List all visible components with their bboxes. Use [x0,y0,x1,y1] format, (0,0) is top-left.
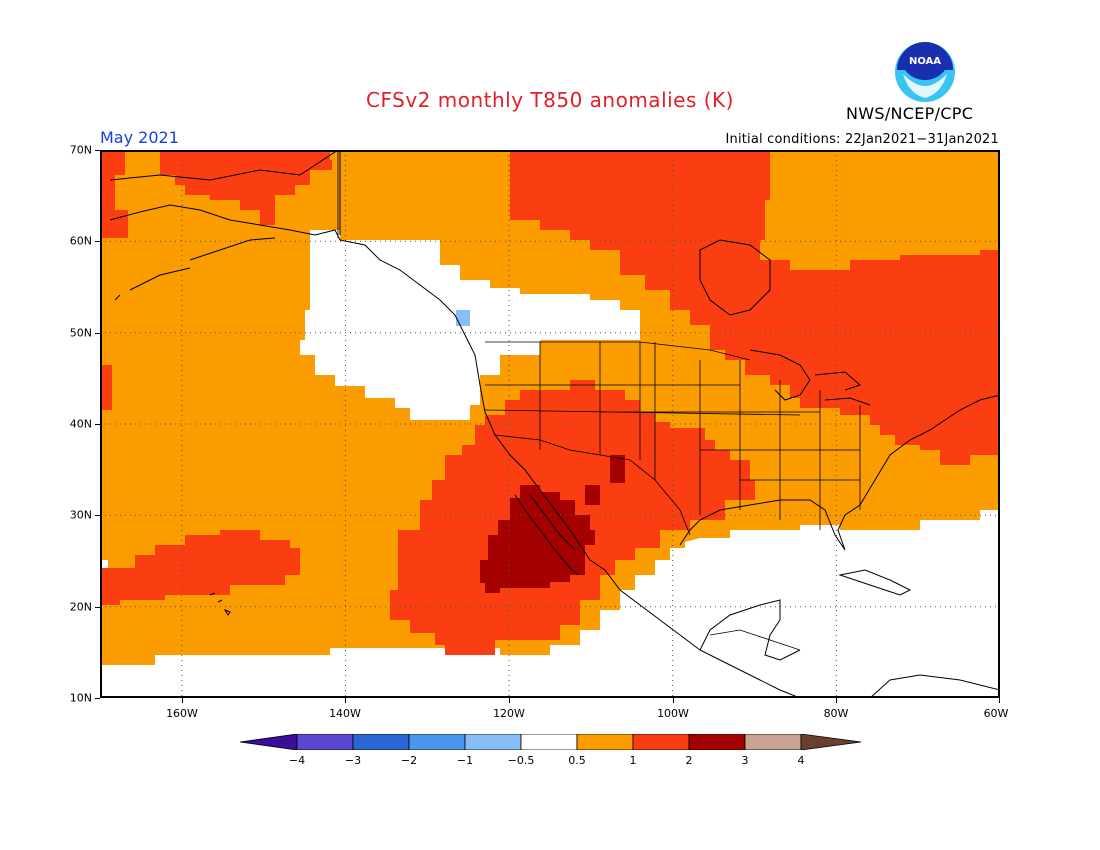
legend-seg-3-2 [352,734,410,750]
agency-label: NWS/NCEP/CPC [846,104,974,123]
political-borders [337,150,861,651]
lon-tick [345,698,346,703]
warm-alaska-north [160,150,332,225]
legend-label: 3 [741,754,749,767]
warm-west-edge-mid [100,365,112,410]
legend-seg-1-05 [464,734,522,750]
border-us-canada [485,341,751,361]
graticule [100,150,1000,698]
legend-label: 1 [629,754,637,767]
lat-label: 60N [69,234,92,248]
border-us-mexico [494,434,691,536]
lon-label: 160W [166,707,198,720]
legend-label: −1 [456,754,474,767]
legend-label: −3 [344,754,362,767]
coastline-gulf [679,394,1000,551]
legend-colorbar [240,734,862,750]
initial-conditions-label: Initial conditions: 22Jan2021−31Jan2021 [725,132,999,147]
page-title: CFSv2 monthly T850 anomalies (K) [366,88,734,112]
coastline-hudson-bay [699,239,771,316]
near-normal-gulf-caribbean [100,510,1000,698]
legend-seg-1-2 [632,734,690,750]
legend-label: 4 [797,754,805,767]
legend-seg-near-normal [520,734,578,750]
border-central-america [709,629,801,651]
coastline-alaska [109,204,341,301]
coastline-south-america [869,674,1000,698]
coastline-cuba [838,569,912,596]
warm-new-mexico-spot [610,455,625,483]
noaa-logo-icon: NOAA [895,42,955,102]
lon-label: 120W [493,707,525,720]
legend-seg-above-4 [800,734,862,750]
legend-seg-3-4 [744,734,802,750]
coastline-arctic [109,150,341,235]
legend-label: −2 [400,754,418,767]
legend-seg-05-1 [576,734,634,750]
border-states [484,342,861,530]
cool-bc-patch [456,310,470,326]
coastline-west [339,239,801,698]
legend-label: −0.5 [507,754,535,767]
lat-tick [95,333,100,334]
anomaly-map [100,150,1000,698]
lat-label: 70N [69,143,92,157]
lat-label: 10N [69,691,92,705]
lat-tick [95,698,100,699]
warm-canada-east [510,150,1000,465]
coastline-baja [514,494,579,576]
lat-tick [95,150,100,151]
lat-label: 50N [69,326,92,340]
legend-seg-2-3 [688,734,746,750]
coastline-great-lakes [749,349,871,406]
legend-label: −4 [288,754,306,767]
lon-tick [182,698,183,703]
lon-label: 100W [657,707,689,720]
coastline-hawaii [209,592,231,616]
lat-label: 40N [69,417,92,431]
legend-label: 2 [685,754,693,767]
legend-label: 0.5 [568,754,586,767]
lat-label: 30N [69,508,92,522]
legend-seg-4-3 [296,734,354,750]
lat-label: 20N [69,600,92,614]
lat-tick [95,607,100,608]
lon-tick [673,698,674,703]
lat-tick [95,424,100,425]
warm-hawaii-band [100,530,300,605]
coastline-yucatan [699,599,801,661]
noaa-logo-text: NOAA [909,56,941,67]
warm-west-edge-north [100,150,128,238]
lon-label: 80W [823,707,849,720]
lat-tick [95,515,100,516]
lon-tick [836,698,837,703]
legend-seg-below-4 [240,734,298,750]
legend-seg-2-1 [408,734,466,750]
lat-tick [95,241,100,242]
coastlines [109,150,1000,698]
valid-month-label: May 2021 [100,128,179,147]
lon-tick [509,698,510,703]
lon-label: 60W [983,707,1009,720]
lon-tick [999,698,1000,703]
legend-segments [240,734,862,750]
warm-baja-east-spot [585,485,600,505]
lon-label: 140W [329,707,361,720]
